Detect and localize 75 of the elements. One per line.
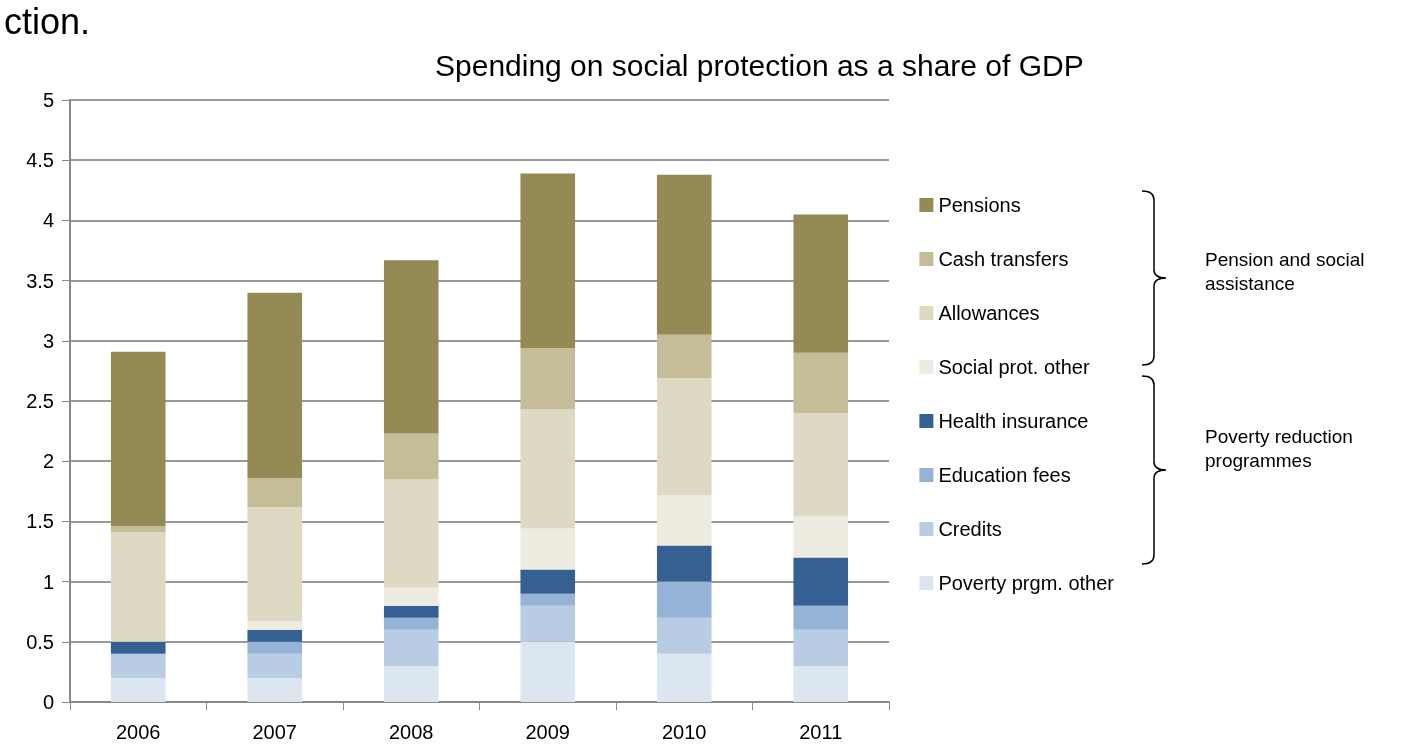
bar bbox=[793, 413, 849, 517]
text: Poverty reduction programmes bbox=[1205, 425, 1354, 473]
y-tick-label: 0.5 bbox=[26, 630, 54, 653]
bar bbox=[793, 629, 849, 666]
y-tick-label: 4 bbox=[42, 209, 54, 232]
bar bbox=[520, 409, 576, 529]
bar bbox=[247, 292, 303, 479]
y-tick-label: 2 bbox=[42, 450, 54, 473]
bar bbox=[383, 433, 439, 480]
bar bbox=[247, 677, 303, 702]
y-tick-label: 4.5 bbox=[26, 149, 54, 172]
legend-label: Education fees bbox=[938, 464, 1071, 486]
x-tick-label: 2007 bbox=[252, 721, 297, 743]
y-tick-label: 3 bbox=[42, 329, 54, 352]
bar bbox=[793, 352, 849, 414]
legend-label: Credits bbox=[938, 518, 1002, 540]
bar bbox=[656, 617, 712, 654]
bar bbox=[383, 260, 439, 434]
bar bbox=[383, 605, 439, 618]
bar bbox=[520, 173, 576, 349]
legend-label: Poverty prgm. other bbox=[938, 572, 1115, 594]
bar bbox=[383, 617, 439, 630]
bar bbox=[656, 378, 712, 495]
x-tick-label: 2009 bbox=[525, 721, 570, 743]
bar bbox=[247, 621, 303, 630]
bar bbox=[793, 214, 849, 353]
bar bbox=[383, 587, 439, 606]
x-tick-label: 2011 bbox=[799, 721, 843, 743]
bar bbox=[383, 665, 439, 702]
bar bbox=[110, 526, 166, 533]
legend-label: Allowances bbox=[938, 302, 1040, 324]
x-tick-label: 2006 bbox=[116, 721, 161, 743]
bar bbox=[110, 351, 166, 527]
bar bbox=[656, 581, 712, 618]
y-tick-label: 3.5 bbox=[26, 269, 54, 292]
bar bbox=[656, 174, 712, 335]
chart-title: Spending on social protection as a share of GDP bbox=[435, 48, 1084, 82]
legend-label: Social prot. other bbox=[938, 356, 1090, 378]
bar bbox=[247, 653, 303, 678]
bar bbox=[793, 516, 849, 558]
bar bbox=[520, 641, 576, 702]
bar bbox=[520, 593, 576, 606]
bar bbox=[656, 545, 712, 582]
bar bbox=[247, 478, 303, 507]
legend-label: Cash transfers bbox=[938, 248, 1069, 270]
bar bbox=[247, 506, 303, 622]
text: ction. bbox=[4, 1, 91, 42]
bar bbox=[520, 569, 576, 594]
bar bbox=[656, 334, 712, 379]
y-tick-label: 2.5 bbox=[26, 390, 54, 412]
bar bbox=[656, 653, 712, 702]
x-tick-label: 2010 bbox=[662, 721, 707, 743]
y-tick-label: 1 bbox=[42, 570, 54, 593]
bar bbox=[793, 665, 849, 702]
bar bbox=[520, 348, 576, 410]
bar bbox=[110, 532, 166, 642]
bar bbox=[247, 629, 303, 642]
bar bbox=[793, 557, 849, 606]
bar bbox=[520, 605, 576, 642]
legend-label: Pensions bbox=[938, 194, 1021, 216]
bar bbox=[656, 494, 712, 546]
y-tick-label: 1.5 bbox=[26, 510, 54, 533]
legend-label: Health insurance bbox=[938, 410, 1089, 432]
x-tick-label: 2008 bbox=[389, 721, 434, 743]
bar bbox=[110, 653, 166, 678]
bar bbox=[110, 677, 166, 702]
bar bbox=[793, 605, 849, 630]
y-tick-label: 0 bbox=[42, 691, 54, 713]
bar bbox=[520, 528, 576, 570]
bar bbox=[383, 479, 439, 588]
bar bbox=[383, 629, 439, 666]
bar bbox=[110, 641, 166, 654]
y-tick-label: 5 bbox=[42, 89, 54, 111]
bar bbox=[247, 641, 303, 654]
text: Pension and social assistance bbox=[1205, 248, 1366, 296]
